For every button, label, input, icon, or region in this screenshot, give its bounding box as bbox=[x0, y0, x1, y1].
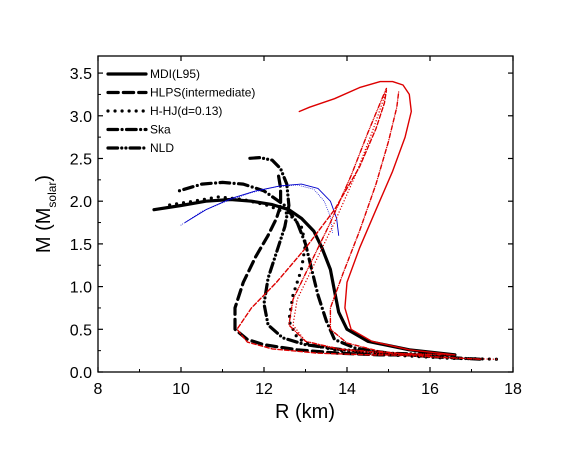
x-tick-label: 14 bbox=[338, 381, 356, 398]
y-tick-label: 1.0 bbox=[70, 280, 92, 297]
y-tick-label: 2.5 bbox=[70, 151, 92, 168]
legend-label: NLD bbox=[150, 141, 174, 155]
legend-entry: NLD bbox=[106, 141, 174, 155]
series-line-hybrid-star-12 bbox=[288, 87, 452, 356]
ticks-layer: 8 10 12 14 16 18 0.0 0.5 1.0 1.5 2.0 2.5 3.0 3.5 bbox=[70, 56, 522, 398]
legend-label: MDI(L95) bbox=[150, 67, 200, 81]
y-axis-title: M (Msolar) bbox=[33, 175, 59, 253]
legend: MDI(L95) HLPS(intermediate) H-HJ(d=0.13) Sk… bbox=[106, 67, 255, 155]
y-tick-label: 0.5 bbox=[70, 322, 92, 339]
series-line-neutron-star-5 bbox=[245, 156, 453, 357]
series-line-hybrid-star-10 bbox=[292, 89, 498, 360]
x-tick-label: 10 bbox=[172, 381, 190, 398]
series-line-neutron-star-1 bbox=[152, 197, 457, 357]
y-tick-label: 2.0 bbox=[70, 194, 92, 211]
curves-layer bbox=[152, 80, 498, 361]
legend-label: HLPS(intermediate) bbox=[150, 86, 255, 100]
legend-entry: H-HJ(d=0.13) bbox=[106, 104, 222, 118]
legend-entry: MDI(L95) bbox=[106, 67, 200, 81]
y-tick-label: 0.0 bbox=[70, 365, 92, 382]
y-tick-label: 3.5 bbox=[70, 66, 92, 83]
y-axis-title-main: M (M bbox=[33, 208, 55, 254]
x-axis-title: R (km) bbox=[275, 401, 335, 423]
y-tick-label: 3.0 bbox=[70, 109, 92, 126]
x-tick-label: 12 bbox=[255, 381, 273, 398]
series-line-strange-star-6 bbox=[184, 183, 340, 236]
legend-label: H-HJ(d=0.13) bbox=[150, 104, 222, 118]
series-line-neutron-star-4 bbox=[177, 180, 482, 361]
y-axis-title-sub: solar bbox=[45, 182, 59, 208]
series-line-hybrid-star-8 bbox=[298, 80, 456, 356]
series-line-hybrid-star-9 bbox=[236, 89, 431, 356]
x-tick-label: 18 bbox=[504, 381, 522, 398]
y-tick-label: 1.5 bbox=[70, 237, 92, 254]
y-axis-title-end: ) bbox=[33, 175, 55, 182]
series-line-hybrid-star-11 bbox=[329, 89, 481, 360]
legend-entry: HLPS(intermediate) bbox=[106, 86, 255, 100]
x-tick-label: 8 bbox=[94, 381, 103, 398]
legend-entry: Ska bbox=[106, 123, 171, 137]
legend-label: Ska bbox=[150, 123, 171, 137]
x-tick-label: 16 bbox=[421, 381, 439, 398]
